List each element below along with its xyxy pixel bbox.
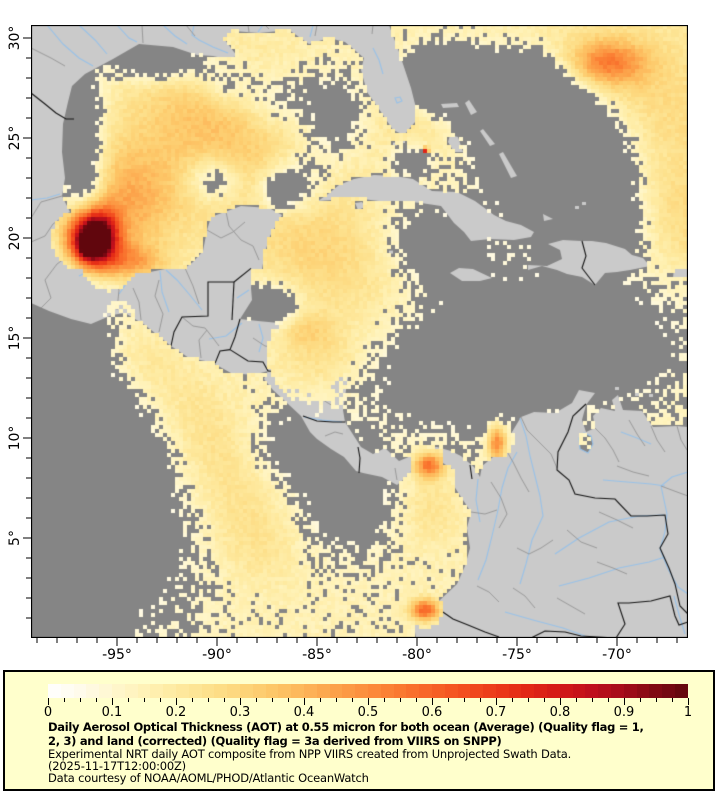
colorbar-segment bbox=[227, 684, 240, 698]
colorbar-segment bbox=[495, 684, 509, 698]
colorbar-tick-label: 1 bbox=[683, 705, 693, 720]
colorbar-segment bbox=[188, 684, 202, 698]
colorbar-segment bbox=[649, 684, 663, 698]
map-frame bbox=[31, 25, 688, 638]
colorbar-segment bbox=[611, 684, 624, 698]
colorbar-tick-label: 0.1 bbox=[101, 705, 123, 720]
colorbar-segment bbox=[99, 684, 112, 698]
x-axis-label: -95° bbox=[102, 647, 132, 663]
x-axis-label: -80° bbox=[402, 647, 432, 663]
legend-panel: 0 0.1 0.2 0.3 0.4 0.5 0.6 0.7 0.8 0.9 1 Daily Aero… bbox=[3, 670, 715, 791]
colorbar-segment bbox=[675, 684, 688, 698]
colorbar-segment bbox=[265, 684, 279, 698]
colorbar-segment bbox=[214, 684, 228, 698]
colorbar-segment bbox=[521, 684, 535, 698]
colorbar-segment bbox=[124, 684, 138, 698]
colorbar-segment bbox=[86, 684, 100, 698]
caption-credit: Data courtesy of NOAA/AOML/PHOD/Atlantic… bbox=[48, 771, 369, 786]
colorbar-tick-label: 0.9 bbox=[613, 705, 635, 720]
aot-map-canvas bbox=[31, 25, 688, 638]
colorbar-tick-label: 0.5 bbox=[357, 705, 379, 720]
colorbar-gradient bbox=[48, 684, 688, 698]
colorbar-segment bbox=[342, 684, 356, 698]
y-axis-label: 15° bbox=[7, 326, 23, 351]
colorbar-tick-label: 0.7 bbox=[485, 705, 507, 720]
colorbar-segment bbox=[278, 684, 292, 698]
colorbar-segment bbox=[380, 684, 394, 698]
colorbar-segment bbox=[444, 684, 458, 698]
colorbar-segment bbox=[483, 684, 496, 698]
colorbar-segment bbox=[239, 684, 253, 698]
colorbar-segment bbox=[419, 684, 432, 698]
colorbar-segment bbox=[393, 684, 407, 698]
colorbar-segment bbox=[508, 684, 522, 698]
colorbar-segment bbox=[585, 684, 599, 698]
y-axis-label: 25° bbox=[7, 126, 23, 151]
colorbar-segment bbox=[329, 684, 343, 698]
x-axis-label: -90° bbox=[202, 647, 232, 663]
colorbar-segment bbox=[303, 684, 317, 698]
colorbar-segment bbox=[73, 684, 87, 698]
colorbar-segment bbox=[150, 684, 164, 698]
colorbar-segment bbox=[60, 684, 74, 698]
y-axis-label: 20° bbox=[7, 226, 23, 251]
colorbar-segment bbox=[534, 684, 548, 698]
y-axis-label: 5° bbox=[7, 530, 23, 546]
caption-note: Experimental NRT daily AOT composite fro… bbox=[48, 747, 572, 761]
colorbar-segment bbox=[163, 684, 176, 698]
colorbar-tick-label: 0.8 bbox=[549, 705, 571, 720]
colorbar-tick-label: 0.2 bbox=[165, 705, 187, 720]
colorbar-segment bbox=[598, 684, 612, 698]
x-axis-label: -70° bbox=[602, 647, 632, 663]
colorbar-segment bbox=[623, 684, 637, 698]
colorbar-segment bbox=[111, 684, 125, 698]
colorbar-segment bbox=[137, 684, 151, 698]
legend-caption: Daily Aerosol Optical Thickness (AOT) at… bbox=[48, 720, 644, 786]
colorbar-segment bbox=[316, 684, 330, 698]
colorbar-segment bbox=[547, 684, 560, 698]
colorbar-segment bbox=[175, 684, 189, 698]
colorbar-ticks bbox=[48, 698, 689, 705]
colorbar-segment bbox=[48, 684, 61, 698]
x-axis-label: -75° bbox=[502, 647, 532, 663]
map-axes: -95° -90° -85° -80° -75° -70° 30° 25° 20° 15° 10° 5… bbox=[7, 25, 688, 663]
colorbar-segment bbox=[662, 684, 676, 698]
caption-title-line1: Daily Aerosol Optical Thickness (AOT) at… bbox=[48, 720, 644, 734]
colorbar-segment bbox=[457, 684, 471, 698]
caption-timestamp: (2025-11-17T12:00:00Z) bbox=[48, 759, 186, 774]
colorbar-tick-label: 0.3 bbox=[229, 705, 251, 720]
x-axis-label: -85° bbox=[302, 647, 332, 663]
colorbar-segment bbox=[470, 684, 484, 698]
colorbar-tick-label: 0 bbox=[43, 705, 53, 720]
colorbar-segment bbox=[636, 684, 650, 698]
colorbar-segment bbox=[252, 684, 266, 698]
colorbar-segment bbox=[201, 684, 215, 698]
caption-title-line2: 2, 3) and land (corrected) (Quality flag… bbox=[48, 733, 502, 748]
colorbar-segment bbox=[355, 684, 368, 698]
colorbar-segment bbox=[431, 684, 445, 698]
colorbar-segment bbox=[367, 684, 381, 698]
colorbar-tick-label: 0.4 bbox=[293, 705, 315, 720]
y-axis-label: 30° bbox=[7, 26, 23, 51]
colorbar-segment bbox=[406, 684, 420, 698]
colorbar-segment bbox=[291, 684, 304, 698]
colorbar-segment bbox=[559, 684, 573, 698]
colorbar-segment bbox=[572, 684, 586, 698]
y-axis-label: 10° bbox=[7, 426, 23, 451]
colorbar-tick-label: 0.6 bbox=[421, 705, 443, 720]
